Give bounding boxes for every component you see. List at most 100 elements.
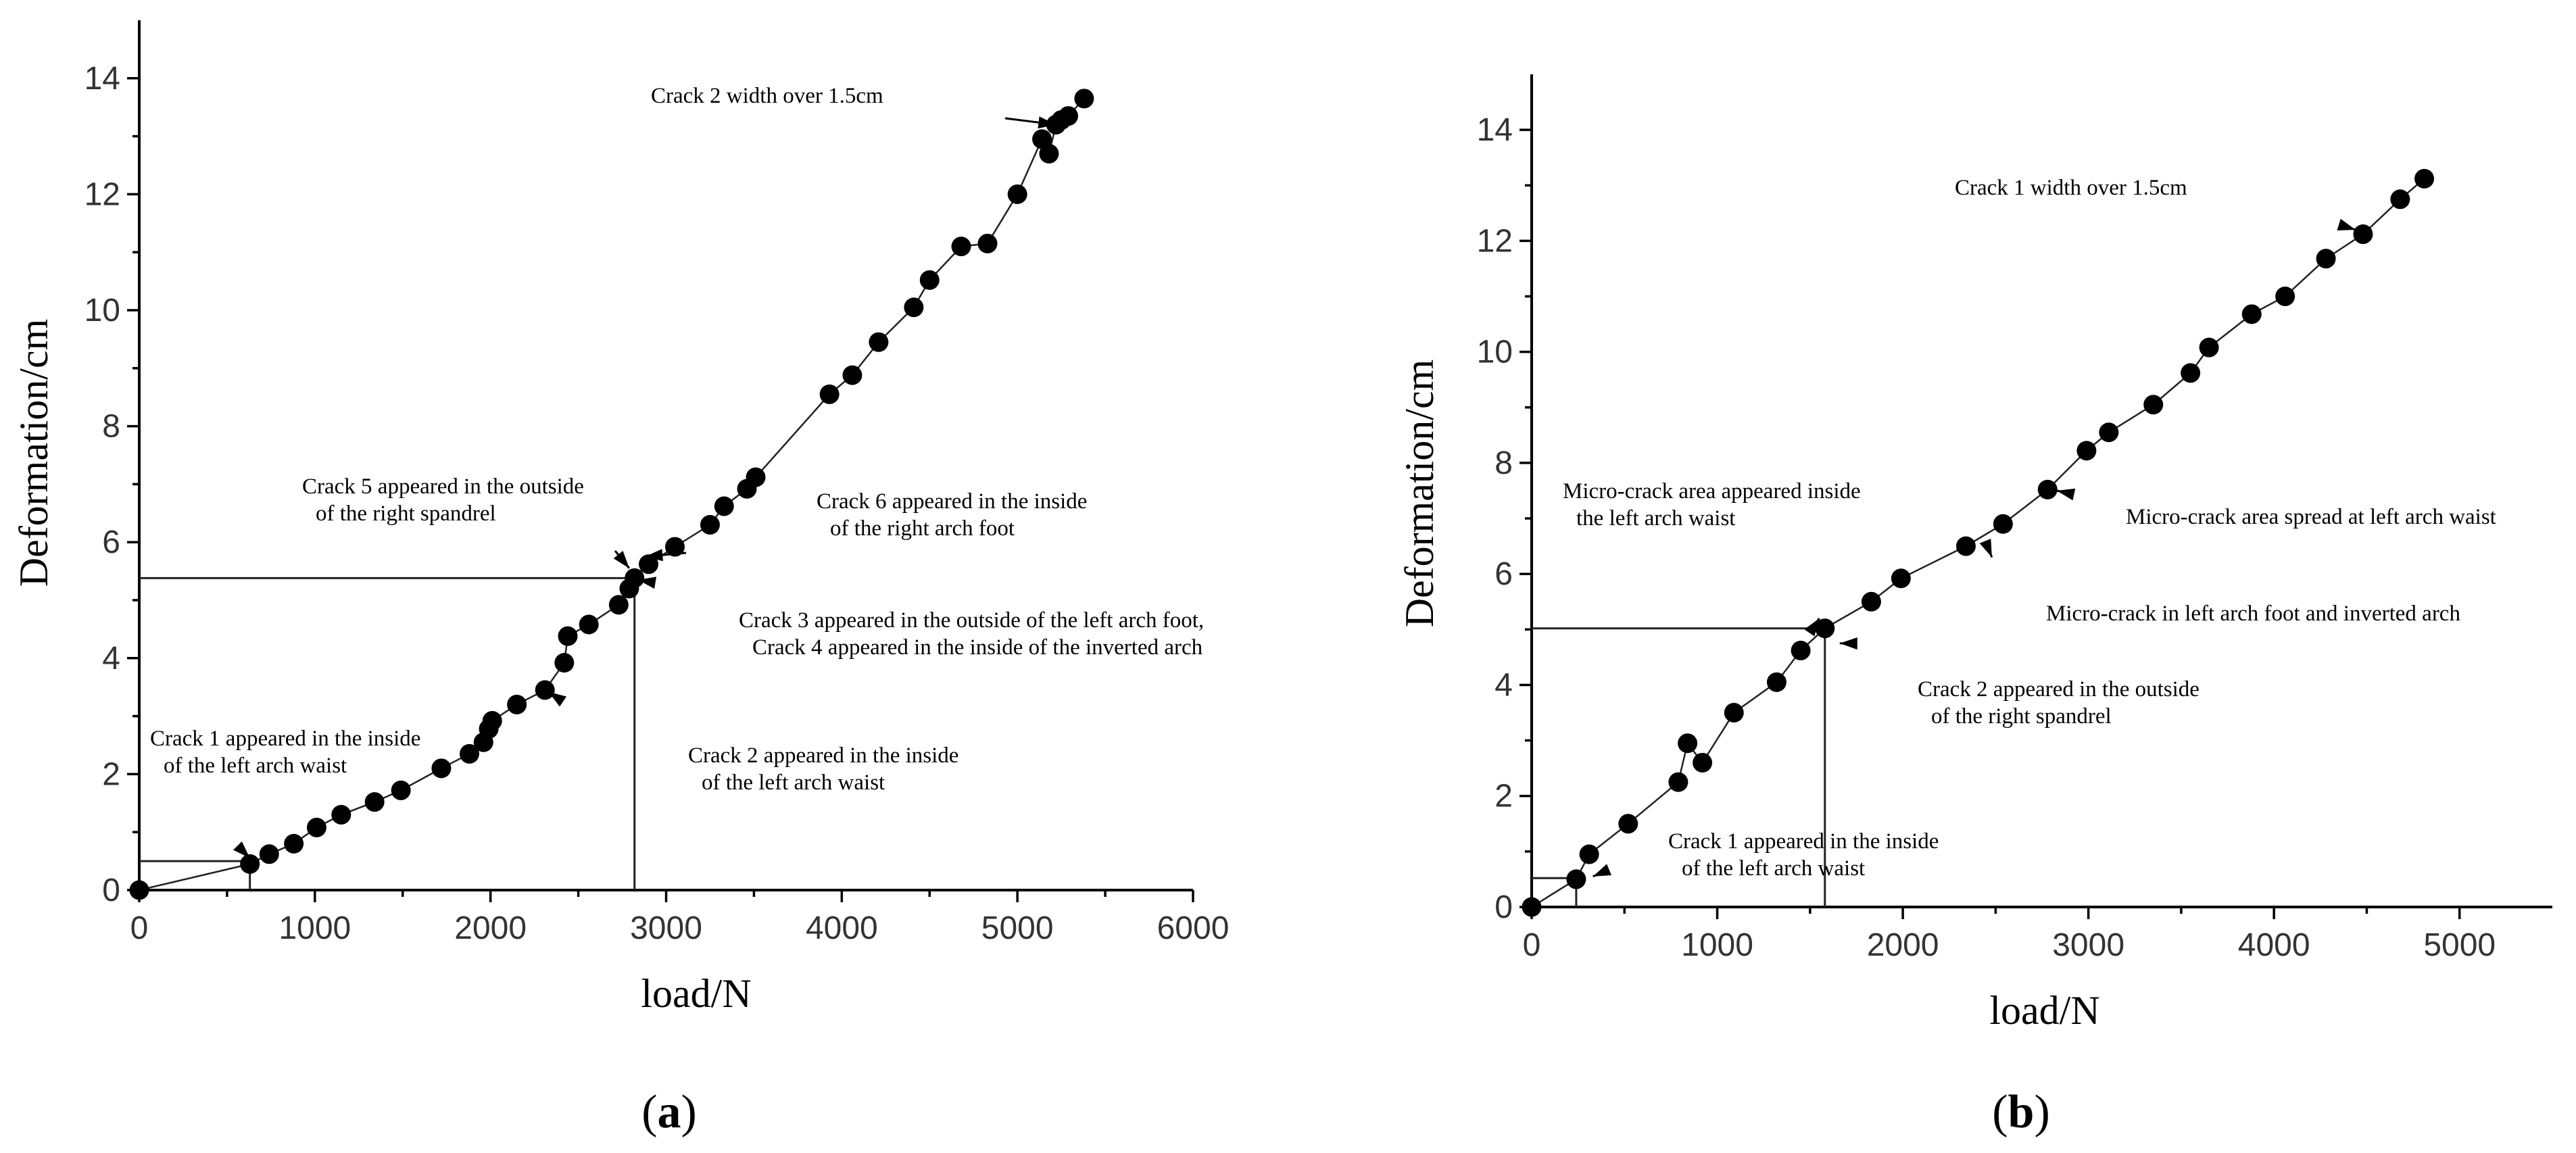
panel-a-annotation-line: of the left arch waist: [702, 770, 885, 795]
panel-b-data-point: [1566, 869, 1586, 889]
panel-a-annotation-text: Crack 2 width over 1.5cm: [651, 84, 883, 108]
panel-b-data-point: [2181, 363, 2201, 383]
panel-b-annotation-arrowhead: [2337, 218, 2356, 230]
panel-a-y-tick-label: 10: [84, 293, 120, 328]
panel-a-data-point: [507, 694, 527, 714]
panel-b-data-point: [2143, 395, 2164, 415]
panel-b-annotation-text: Micro-crack area spread at left arch wai…: [2126, 505, 2496, 529]
panel-a-annotation-line: of the right arch foot: [830, 516, 1015, 541]
panel-b-data-point: [2199, 337, 2219, 358]
panel-a-data-point: [1059, 106, 1079, 126]
panel-b-data-point: [2414, 168, 2435, 189]
panel-a-data-point: [1032, 129, 1052, 149]
panel-b-annotation-line: Crack 1 appeared in the inside: [1668, 829, 1939, 854]
panel-b-y-tick-label: 10: [1477, 335, 1513, 370]
panel-b-data-point: [1861, 591, 1881, 612]
panel-b-annotation-line: Micro-crack area appeared inside: [1563, 479, 1861, 504]
panel-b-y-tick-label: 12: [1477, 223, 1513, 259]
panel-a-y-axis-title: Deformation/cm: [11, 319, 56, 587]
panel-b-annotation-arrowhead: [1979, 539, 1992, 558]
panel-a-data-point: [819, 384, 840, 404]
panel-a-annotation-line: Crack 6 appeared in the inside: [817, 489, 1087, 514]
panel-b-x-tick-label: 3000: [2052, 927, 2124, 963]
panel-b-annotation-line: Crack 2 appeared in the outside: [1918, 677, 2200, 702]
panel-a-data-point: [579, 614, 599, 635]
panel-a-data-point: [391, 780, 411, 800]
panel-a-x-axis-title: load/N: [641, 971, 751, 1016]
panel-b-x-tick-label: 0: [1523, 927, 1541, 963]
panel-b-x-tick-label: 2000: [1867, 927, 1939, 963]
panel-a-y-tick-label: 0: [102, 873, 120, 908]
panel-a-label-letter: a: [658, 1086, 681, 1138]
panel-b-data-point: [1791, 641, 1811, 661]
panel-b-x-axis-title: load/N: [1989, 988, 2099, 1033]
panel-b-annotation-arrowhead: [2056, 488, 2076, 501]
panel-b-annotation-line: Crack 1 width over 1.5cm: [1955, 176, 2187, 200]
panel-a-data-point: [904, 297, 924, 318]
panel-a-y-tick-label: 4: [102, 641, 120, 677]
panel-b-data-point: [1678, 733, 1698, 754]
panel-a-data-point: [919, 270, 940, 290]
panel-b-annotation-arrowhead: [1593, 864, 1612, 877]
panel-b-data-point: [1815, 618, 1835, 639]
panel-b-annotation-line: Micro-crack in left arch foot and invert…: [2046, 602, 2460, 626]
panel-a-data-point: [1007, 184, 1027, 204]
panel-a-annotation-line: Crack 1 appeared in the inside: [150, 727, 420, 751]
panel-b-data-point: [1693, 752, 1713, 772]
panel-a-data-point: [664, 537, 685, 557]
panel-a-data-point: [1039, 143, 1059, 164]
panel-b-annotation-text: Micro-crack in left arch foot and invert…: [2046, 602, 2460, 626]
panel-a-annotation-text: Crack 5 appeared in the outside of the ri…: [302, 474, 584, 526]
panel-b-x-tick-label: 4000: [2238, 927, 2310, 963]
panel-b-annotation-text: Micro-crack area appeared inside the left…: [1563, 479, 1861, 531]
panel-b-data-point: [2099, 422, 2119, 443]
panel-b-annotation-line: Micro-crack area spread at left arch wai…: [2126, 505, 2496, 529]
panel-a-data-point: [977, 233, 998, 253]
panel-b-annotation-line: the left arch waist: [1576, 506, 1735, 531]
panel-b-label-letter: b: [2008, 1086, 2035, 1138]
panel-a-annotation-line: Crack 4 appeared in the inside of the in…: [752, 635, 1203, 660]
panel-a-data-point: [558, 626, 578, 646]
panel-a-annotation-arrowhead: [233, 841, 250, 858]
panel-a-y-tick-label: 2: [102, 756, 120, 792]
panel-a-data-point: [535, 680, 555, 700]
panel-b-trend-line: [1531, 178, 2425, 908]
panel-a-annotation-arrowhead: [637, 576, 657, 589]
panel-b-annotation-text: Crack 2 appeared in the outside of the ri…: [1918, 677, 2200, 729]
panel-a-data-point: [625, 568, 645, 588]
panel-a-chart: 0 2 4 6 8 10 12 14 0 1000 2000 3000 4000 5000 6000 load…: [11, 20, 1229, 1138]
panel-b-data-point: [1891, 568, 1911, 589]
panel-a-annotation-line: of the right spandrel: [316, 501, 496, 526]
panel-b-data-point: [1724, 703, 1744, 723]
panel-a-x-tick-label: 4000: [806, 910, 878, 946]
panel-a-data-point: [746, 467, 766, 487]
panel-a-annotation-line: Crack 2 width over 1.5cm: [651, 84, 883, 108]
panel-a-annotation-line: of the left arch waist: [164, 754, 347, 778]
panel-a-annotation-text: Crack 3 appeared in the outside of the l…: [739, 608, 1204, 660]
panel-a-data-point: [869, 332, 889, 352]
panel-b-y-tick-label: 8: [1494, 445, 1513, 481]
panel-a-data-point: [364, 792, 385, 812]
panel-b-data-point: [2390, 189, 2410, 210]
panel-b-data-point: [1993, 514, 2013, 534]
panel-b-data-point: [2037, 479, 2058, 499]
panel-a-y-tick-label: 14: [84, 61, 120, 97]
panel-b-label-close: ): [2034, 1086, 2049, 1138]
panel-b-x-tick-label: 5000: [2423, 927, 2496, 963]
panel-b-label-open: (: [1992, 1086, 2008, 1138]
panel-a-data-point: [714, 496, 734, 516]
panel-b-data-point: [1955, 536, 1976, 556]
panel-a-annotation-line: Crack 5 appeared in the outside: [302, 474, 584, 499]
panel-b-chart: 0 2 4 6 8 10 12 14 0 1000 2000 3000 4000 5000 load/N De…: [1397, 74, 2552, 1138]
panel-a-label: (a): [641, 1086, 697, 1138]
panel-b-data-point: [2316, 249, 2336, 269]
panel-b-y-axis-title: Deformation/cm: [1397, 360, 1442, 628]
panel-a-data-point: [259, 844, 279, 864]
panel-a-data-point: [842, 365, 862, 385]
panel-a-x-tick-label: 5000: [981, 910, 1054, 946]
panel-a-label-open: (: [641, 1086, 657, 1138]
panel-b-y-tick-label: 0: [1494, 889, 1513, 925]
panel-b-y-tick-label: 14: [1477, 112, 1513, 148]
panel-a-annotation-text: Crack 6 appeared in the inside of the rig…: [817, 489, 1087, 541]
panel-a-data-point: [554, 653, 575, 673]
